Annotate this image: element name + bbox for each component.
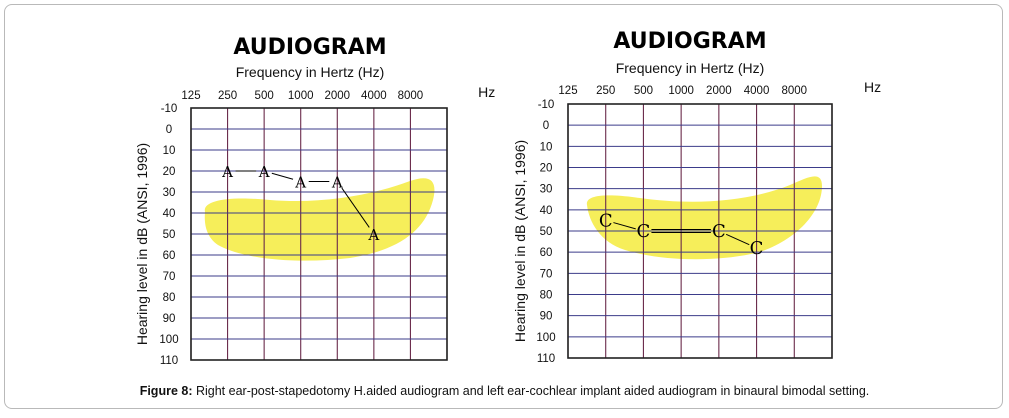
data-point-marker: A bbox=[221, 163, 233, 181]
y-tick-label: 20 bbox=[163, 166, 176, 178]
y-tick-label: 10 bbox=[163, 145, 176, 157]
x-tick-label: 8000 bbox=[781, 85, 807, 97]
x-tick-label: 4000 bbox=[361, 90, 387, 102]
y-tick-label: 80 bbox=[540, 290, 553, 302]
speech-banana bbox=[586, 176, 822, 260]
caption-label: Figure 8: bbox=[139, 384, 193, 398]
x-tick-label: 2000 bbox=[324, 90, 350, 102]
x-tick-label: 1000 bbox=[668, 85, 694, 97]
speech-banana bbox=[204, 178, 435, 261]
x-tick-label: 4000 bbox=[744, 85, 770, 97]
y-tick-label: 40 bbox=[163, 208, 176, 220]
y-axis-label: Hearing level in dB (ANSI, 1996) bbox=[134, 143, 150, 345]
audiogram-chart-2: AUDIOGRAM Frequency in Hertz (Hz) 125 250 50… bbox=[512, 29, 881, 365]
x-tick-label: 8000 bbox=[398, 90, 424, 102]
x-axis-label: Frequency in Hertz (Hz) bbox=[616, 60, 765, 76]
y-tick-label: 110 bbox=[537, 353, 555, 365]
data-point-marker: A bbox=[258, 163, 270, 181]
figure-frame bbox=[4, 4, 1003, 409]
y-axis-label: Hearing level in dB (ANSI, 1996) bbox=[512, 140, 528, 342]
y-tick-label: 40 bbox=[540, 205, 553, 217]
x-axis-label: Frequency in Hertz (Hz) bbox=[236, 64, 385, 80]
series-segment bbox=[341, 187, 370, 228]
chart-title: AUDIOGRAM bbox=[233, 35, 386, 60]
y-tick-label: 0 bbox=[166, 124, 172, 136]
y-tick-label: 70 bbox=[163, 271, 176, 283]
y-tick-label: 90 bbox=[540, 311, 553, 323]
y-tick-label: 50 bbox=[163, 229, 176, 241]
figure-caption: Figure 8: Right ear-post-stapedotomy H.a… bbox=[0, 384, 1009, 398]
data-point-marker: C bbox=[750, 238, 764, 259]
x-tick-label: 500 bbox=[634, 85, 653, 97]
y-tick-label: 80 bbox=[163, 292, 176, 304]
y-tick-label: 0 bbox=[543, 120, 549, 132]
x-tick-label: 250 bbox=[218, 90, 237, 102]
y-tick-label: 100 bbox=[536, 332, 555, 344]
x-unit-label: Hz bbox=[864, 79, 881, 95]
x-tick-label: 1000 bbox=[288, 90, 314, 102]
y-tick-label: 70 bbox=[540, 268, 553, 280]
chart-title: AUDIOGRAM bbox=[613, 29, 766, 54]
y-tick-label: 50 bbox=[540, 226, 553, 238]
y-tick-label: -10 bbox=[538, 99, 555, 111]
series-segment bbox=[725, 233, 750, 246]
audiogram-chart-1: AUDIOGRAM Frequency in Hertz (Hz) 125 250 50… bbox=[134, 35, 495, 367]
data-point-marker: C bbox=[712, 221, 726, 242]
y-tick-label: 100 bbox=[159, 334, 178, 346]
y-tick-label: 60 bbox=[540, 247, 553, 259]
x-tick-label: 125 bbox=[181, 90, 200, 102]
x-unit-label: Hz bbox=[478, 84, 495, 100]
series-segment bbox=[271, 172, 294, 180]
data-point-marker: C bbox=[599, 210, 613, 231]
x-tick-label: 125 bbox=[558, 85, 577, 97]
data-point-marker: A bbox=[331, 174, 343, 192]
data-point-marker: A bbox=[294, 174, 306, 192]
y-tick-label: 10 bbox=[540, 141, 553, 153]
y-tick-label: 20 bbox=[540, 163, 553, 175]
data-point-marker: A bbox=[367, 226, 379, 244]
caption-text: Right ear-post-stapedotomy H.aided audio… bbox=[192, 384, 870, 398]
y-tick-label: 30 bbox=[163, 187, 176, 199]
x-tick-label: 500 bbox=[255, 90, 274, 102]
x-tick-label: 250 bbox=[596, 85, 615, 97]
y-tick-label: 90 bbox=[163, 313, 176, 325]
y-tick-label: 30 bbox=[540, 184, 553, 196]
x-tick-label: 2000 bbox=[706, 85, 732, 97]
plot-border bbox=[190, 107, 448, 361]
y-tick-label: 60 bbox=[163, 250, 176, 262]
y-tick-label: -10 bbox=[161, 103, 178, 115]
series-segment bbox=[613, 222, 636, 230]
plot-border bbox=[567, 103, 833, 359]
data-point-marker: C bbox=[637, 221, 651, 242]
y-tick-label: 110 bbox=[160, 355, 178, 367]
